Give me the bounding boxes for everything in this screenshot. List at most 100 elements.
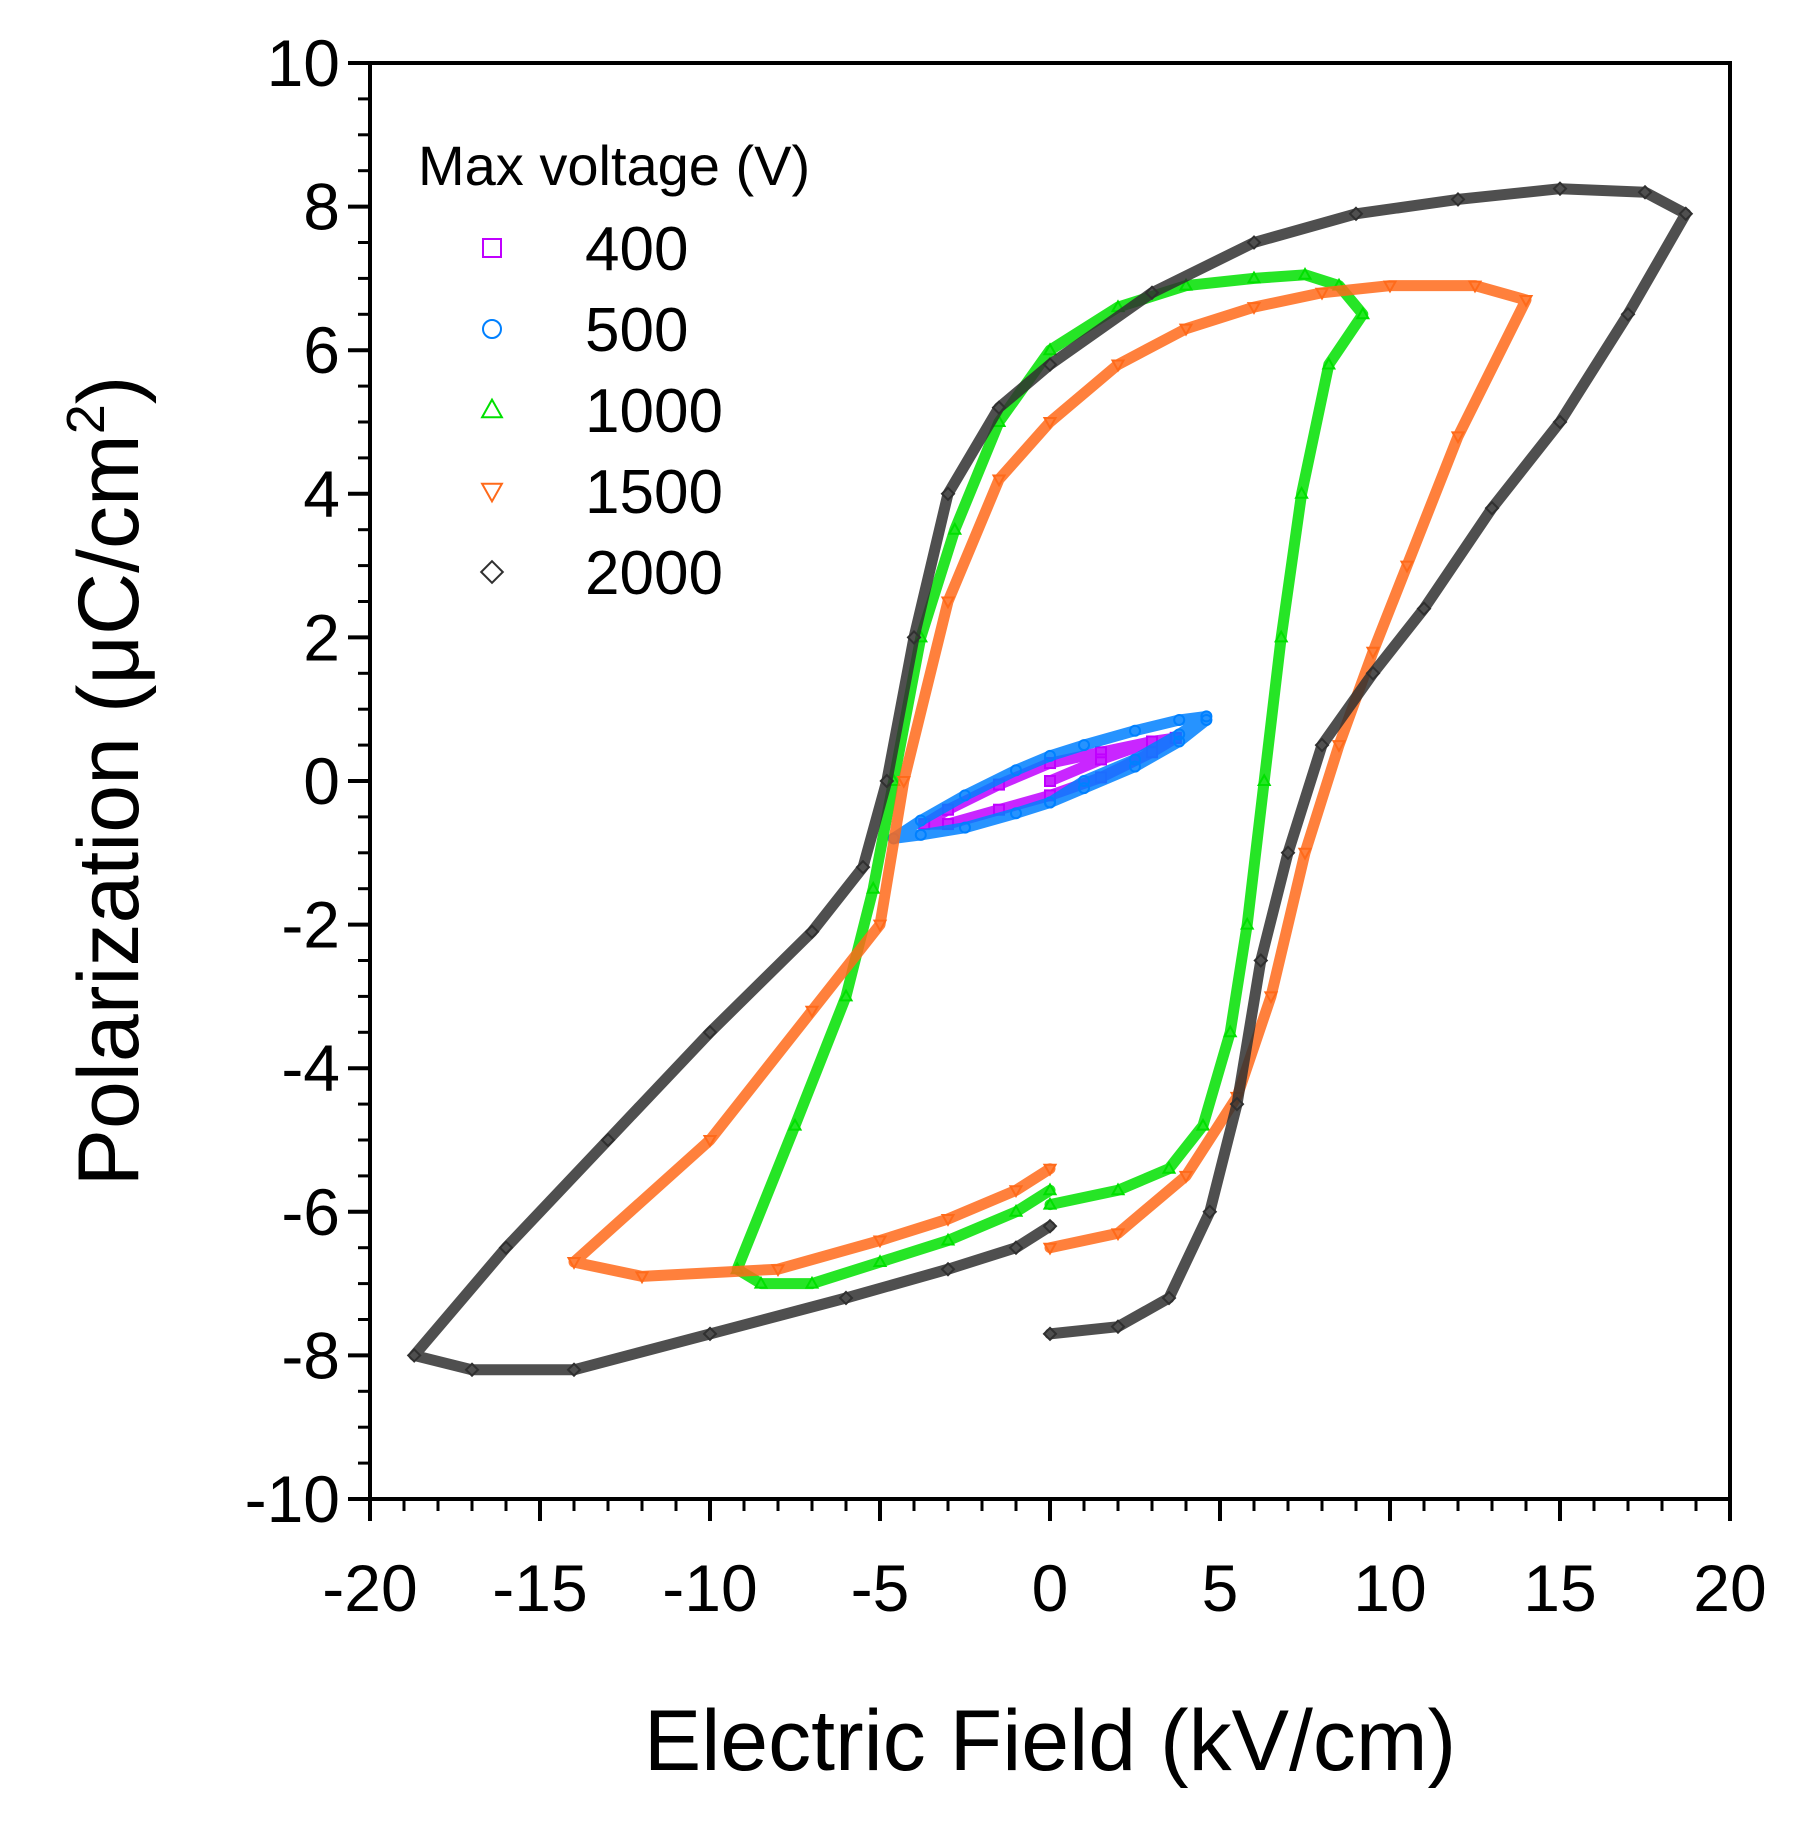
data-point xyxy=(1010,807,1022,820)
data-point xyxy=(1008,1204,1024,1217)
data-point xyxy=(1416,601,1432,617)
data-point xyxy=(1297,267,1313,280)
data-point xyxy=(906,629,922,645)
data-point xyxy=(872,919,888,933)
legend-marker-icon xyxy=(480,482,504,504)
legend-item-500: 500 xyxy=(482,296,688,365)
y-tick-label: 0 xyxy=(303,744,340,818)
data-point xyxy=(1110,359,1126,373)
legend-label: 1500 xyxy=(585,458,723,527)
y-tick-label: -10 xyxy=(245,1462,340,1536)
legend-marker-icon xyxy=(482,238,502,258)
x-tick-label: 10 xyxy=(1353,1551,1426,1625)
data-point xyxy=(1314,287,1330,301)
data-point xyxy=(1010,764,1022,777)
series-band-1000 xyxy=(731,269,1369,1290)
legend-label: 500 xyxy=(585,296,688,365)
x-tick-label: 5 xyxy=(1202,1551,1239,1625)
data-point xyxy=(838,988,854,1002)
data-point xyxy=(1314,737,1330,753)
data-point xyxy=(1173,728,1186,741)
legend-label: 400 xyxy=(585,215,688,284)
series-band-500 xyxy=(888,710,1212,844)
series-band-2000 xyxy=(408,183,1692,1376)
data-point xyxy=(879,773,895,789)
legend-marker-icon xyxy=(482,319,502,339)
data-point xyxy=(1042,1163,1058,1177)
series-2000 xyxy=(406,181,1694,1378)
data-point xyxy=(770,1264,786,1278)
x-tick-label: 20 xyxy=(1693,1551,1766,1625)
data-point xyxy=(991,400,1007,416)
legend-marker-icon xyxy=(480,397,504,419)
data-point xyxy=(940,1213,956,1227)
data-point xyxy=(1195,1117,1211,1131)
data-point xyxy=(1246,302,1262,315)
series-band-1500 xyxy=(568,280,1532,1282)
data-point xyxy=(1144,285,1160,301)
y-tick-label: -4 xyxy=(281,1031,340,1105)
data-point xyxy=(1200,710,1213,723)
data-point xyxy=(872,1254,888,1268)
y-axis-label-close: ) xyxy=(61,376,157,405)
data-point xyxy=(1355,306,1371,320)
y-tick-label: -8 xyxy=(281,1318,340,1392)
legend-item-400: 400 xyxy=(482,215,688,284)
data-point xyxy=(1110,1228,1126,1242)
data-point xyxy=(1365,646,1381,660)
data-point xyxy=(702,1024,718,1040)
legend-label: 1000 xyxy=(585,377,723,446)
x-tick-label: -10 xyxy=(662,1551,757,1625)
data-point xyxy=(940,596,956,610)
legend-label: 2000 xyxy=(585,539,723,608)
data-point xyxy=(1246,270,1262,284)
data-point xyxy=(1178,323,1194,337)
y-tick-label: -2 xyxy=(281,888,340,962)
data-point xyxy=(702,1135,718,1148)
legend-title: Max voltage (V) xyxy=(418,134,810,197)
data-point xyxy=(1042,1326,1058,1342)
data-point xyxy=(1246,235,1262,250)
data-point xyxy=(1256,773,1272,786)
data-point xyxy=(1095,746,1107,759)
data-point xyxy=(1229,1096,1245,1112)
legend-item-1500: 1500 xyxy=(480,458,723,527)
data-point xyxy=(1044,775,1056,787)
data-point xyxy=(1042,1196,1058,1210)
data-point xyxy=(872,1235,888,1249)
legend-item-2000: 2000 xyxy=(479,539,723,608)
data-point xyxy=(855,859,871,875)
data-point xyxy=(1008,1240,1024,1256)
data-point xyxy=(1042,1242,1058,1256)
data-point xyxy=(1044,796,1056,809)
data-point xyxy=(1042,417,1058,430)
x-tick-label: 0 xyxy=(1032,1551,1069,1625)
data-point xyxy=(1078,782,1090,795)
y-tick-label: 8 xyxy=(303,170,340,244)
data-point xyxy=(406,1347,422,1363)
x-tick-label: -20 xyxy=(322,1551,417,1625)
y-tick-label: -6 xyxy=(281,1175,340,1249)
data-point xyxy=(1095,753,1107,766)
data-point xyxy=(1042,1182,1058,1196)
data-point xyxy=(1297,847,1313,861)
plot-frame xyxy=(368,61,1732,1501)
data-point xyxy=(940,486,956,502)
data-point xyxy=(600,1132,616,1148)
data-point xyxy=(1321,356,1337,370)
data-point xyxy=(634,1271,650,1285)
y-axis-label: Polarization (μC/cm2) xyxy=(56,376,157,1187)
data-point xyxy=(1552,181,1568,197)
data-point xyxy=(1239,916,1255,930)
data-point xyxy=(896,776,912,789)
data-point xyxy=(959,821,971,834)
data-point xyxy=(1450,431,1466,445)
data-point xyxy=(1078,739,1090,752)
data-point xyxy=(1399,560,1415,574)
y-axis-label-main: Polarization (μC/cm xyxy=(61,434,157,1186)
data-point xyxy=(959,789,971,802)
data-point xyxy=(804,1275,820,1289)
series-500 xyxy=(887,710,1213,845)
